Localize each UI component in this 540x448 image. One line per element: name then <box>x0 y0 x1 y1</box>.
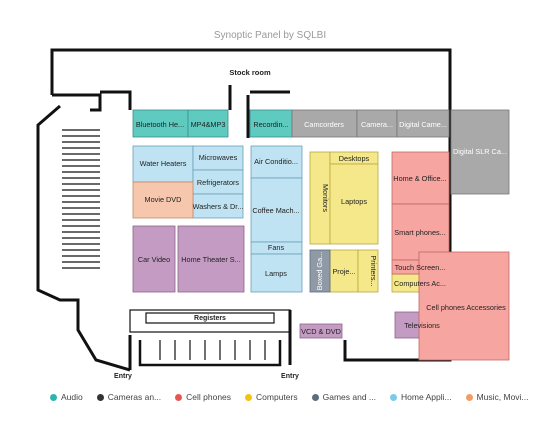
legend-label: Music, Movi... <box>476 392 529 402</box>
label-touch-screen: Touch Screen... <box>395 263 446 272</box>
area-printers[interactable] <box>357 249 379 293</box>
legend: Audio Cameras an... Cell phones Computer… <box>50 392 540 402</box>
label-home-theater: Home Theater S... <box>181 255 240 264</box>
walls <box>36 48 452 372</box>
area-coffee[interactable] <box>250 177 303 243</box>
legend-item-cell-phones[interactable]: Cell phones <box>175 392 231 402</box>
legend-item-music[interactable]: Music, Movi... <box>465 392 529 402</box>
label-water-heaters: Water Heaters <box>140 159 187 168</box>
legend-item-home[interactable]: Home Appli... <box>390 392 452 402</box>
area-home-theater[interactable] <box>177 225 245 293</box>
area-projectors[interactable] <box>329 249 359 293</box>
label-fans: Fans <box>268 243 285 252</box>
area-cameras[interactable] <box>356 109 398 138</box>
legend-dot <box>245 393 253 401</box>
label-camcorders: Camcorders <box>304 120 344 129</box>
legend-label: Computers <box>256 392 298 402</box>
legend-label: Audio <box>61 392 83 402</box>
area-movie-dvd[interactable] <box>132 181 194 219</box>
legend-item-audio[interactable]: Audio <box>50 392 83 402</box>
label-home-office: Home & Office... <box>393 174 446 183</box>
area-mp4[interactable] <box>187 109 229 138</box>
area-cell-accessories[interactable] <box>418 251 510 361</box>
label-computers-acc: Computers Ac... <box>394 279 446 288</box>
area-lamps[interactable] <box>250 253 303 293</box>
label-movie-dvd: Movie DVD <box>145 195 182 204</box>
label-coffee: Coffee Mach... <box>252 206 299 215</box>
area-digital-cameras[interactable] <box>396 109 450 138</box>
label-printers: Printers... <box>369 255 378 286</box>
label-refrigerators: Refrigerators <box>197 178 240 187</box>
left-wall <box>36 104 131 372</box>
legend-item-cameras[interactable]: Cameras an... <box>96 392 162 402</box>
label-digital-cameras: Digital Came... <box>399 120 447 129</box>
label-washers: Washers & Dr... <box>193 202 244 211</box>
panel-title: Synoptic Panel by SQLBI <box>213 30 327 41</box>
label-mp4: MP4&MP3 <box>191 120 226 129</box>
legend-dot <box>390 393 397 401</box>
label-vcd-dvd: VCD & DVD <box>301 327 341 336</box>
area-car-video[interactable] <box>132 225 176 293</box>
legend-label: Cell phones <box>186 392 232 402</box>
area-water-heaters[interactable] <box>132 145 194 183</box>
label-cell-accessories: Cell phones Accessories <box>426 303 506 312</box>
label-laptops: Laptops <box>341 197 367 206</box>
area-home-office[interactable] <box>391 151 450 205</box>
legend-label: Home Appli... <box>401 392 452 402</box>
area-vcd-dvd[interactable] <box>299 323 343 339</box>
legend-dot <box>465 393 473 401</box>
area-boxed-games[interactable] <box>309 249 331 293</box>
legend-dot <box>96 393 104 401</box>
legend-dot <box>175 393 183 401</box>
label-registers: Registers <box>194 315 226 322</box>
legend-label: Games and ... <box>322 392 376 402</box>
legend-item-computers[interactable]: Computers <box>245 392 298 402</box>
area-laptops[interactable] <box>329 163 379 245</box>
label-televisions: Televisions <box>404 321 440 330</box>
legend-dot <box>50 393 57 401</box>
label-car-video: Car Video <box>138 255 170 264</box>
label-air-conditioners: Air Conditio... <box>254 157 298 166</box>
registers-desk <box>145 312 275 324</box>
label-entry-right: Entry <box>281 373 299 380</box>
label-projectors: Proje... <box>332 267 355 276</box>
label-monitors: Monitors <box>321 184 330 212</box>
area-air-conditioners[interactable] <box>250 145 303 179</box>
label-lamps: Lamps <box>265 269 287 278</box>
label-stock-room: Stock room <box>229 68 271 77</box>
legend-label: Cameras an... <box>107 392 162 402</box>
legend-item-games[interactable]: Games and ... <box>311 392 376 402</box>
label-microwaves: Microwaves <box>199 153 238 162</box>
area-bluetooth[interactable] <box>132 109 189 138</box>
stock-room-wall-left <box>100 90 132 110</box>
registers-area <box>129 309 291 367</box>
stairs <box>62 129 100 269</box>
area-digital-slr[interactable] <box>450 109 510 195</box>
inner-divider-top <box>52 93 102 112</box>
label-cameras: Camera... <box>361 120 393 129</box>
label-digital-slr: Digital SLR Ca... <box>453 147 507 156</box>
label-entry-left: Entry <box>114 373 132 380</box>
registers-counter <box>129 309 291 333</box>
outer-wall <box>50 48 452 362</box>
area-camcorders[interactable] <box>291 109 358 138</box>
label-boxed-games: Boxed Ga... <box>315 252 324 291</box>
label-desktops: Desktops <box>339 154 370 163</box>
label-smart-phones: Smart phones... <box>394 228 446 237</box>
label-bluetooth: Bluetooth He... <box>136 120 184 129</box>
legend-dot <box>311 393 319 401</box>
label-recording: Recordin... <box>253 120 288 129</box>
